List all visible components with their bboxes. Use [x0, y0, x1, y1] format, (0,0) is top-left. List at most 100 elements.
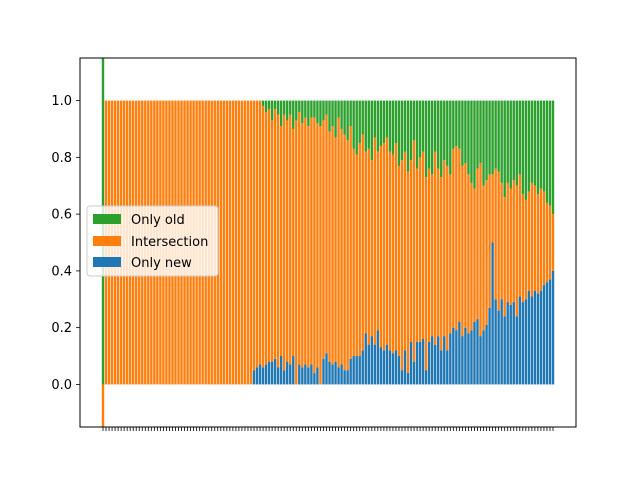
- bar-intersection: [279, 126, 283, 357]
- bar-only-new: [322, 358, 325, 385]
- bar-intersection: [237, 100, 241, 385]
- bar-intersection: [479, 163, 482, 337]
- bar-only-new: [310, 364, 313, 385]
- bar-only-new: [379, 347, 383, 385]
- bar-only-old: [418, 100, 422, 158]
- bar-only-new: [518, 296, 521, 385]
- bar-only-new: [452, 327, 455, 385]
- bar-only-new: [273, 358, 277, 385]
- bar-intersection: [536, 194, 540, 294]
- legend-label-only-new: Only new: [131, 256, 192, 271]
- bar-intersection: [313, 117, 316, 374]
- bar-intersection: [319, 126, 322, 385]
- bar-only-old: [261, 100, 265, 107]
- bar-only-new: [415, 341, 419, 385]
- bar-only-old: [551, 100, 555, 215]
- bar-only-new: [494, 299, 497, 385]
- bar-only-new: [328, 361, 331, 385]
- bar-intersection: [346, 140, 349, 371]
- bar-intersection: [394, 143, 398, 351]
- bar-intersection: [388, 151, 392, 351]
- bar-only-new: [542, 285, 546, 385]
- bar-only-old: [443, 100, 446, 161]
- bar-only-new: [424, 370, 428, 385]
- bar-only-new: [270, 361, 274, 385]
- bar-only-old: [542, 100, 546, 192]
- bar-only-old: [427, 100, 431, 169]
- bar-intersection: [530, 182, 534, 297]
- bar-intersection: [515, 185, 518, 317]
- bar-only-new: [340, 364, 343, 385]
- y-tick-label: 0.0: [51, 378, 72, 393]
- bar-intersection: [424, 177, 428, 371]
- bar-only-new: [434, 344, 437, 385]
- bar-only-old: [340, 100, 343, 129]
- bar-only-old: [276, 100, 280, 115]
- bar-intersection: [509, 188, 512, 305]
- bar-only-old: [391, 100, 395, 155]
- bar-only-new: [403, 350, 407, 385]
- bar-only-new: [334, 361, 337, 385]
- bar-intersection: [470, 182, 473, 331]
- bar-intersection: [373, 137, 377, 345]
- bar-only-new: [482, 330, 485, 385]
- bar-only-old: [394, 100, 398, 144]
- bar-only-new: [427, 341, 431, 385]
- bar-only-old: [415, 100, 419, 169]
- bar-intersection: [310, 117, 313, 365]
- bar-only-new: [385, 344, 389, 385]
- bar-only-old: [319, 100, 322, 127]
- bar-only-old: [491, 100, 494, 175]
- bar-intersection: [461, 165, 464, 337]
- bar-only-old: [385, 100, 389, 138]
- bar-only-old: [437, 100, 440, 169]
- bar-only-old: [334, 100, 337, 138]
- bar-only-old: [355, 100, 358, 155]
- bar-intersection: [349, 126, 352, 359]
- bar-only-new: [394, 350, 398, 385]
- bar-only-old: [370, 100, 373, 161]
- bar-intersection: [512, 180, 515, 303]
- bar-intersection: [455, 145, 458, 331]
- bar-only-new: [276, 367, 280, 385]
- bar-only-old: [101, 58, 105, 101]
- bar-intersection: [370, 160, 373, 337]
- bar-intersection: [403, 151, 407, 351]
- bar-intersection: [467, 174, 470, 334]
- bar-intersection: [340, 128, 343, 365]
- bar-only-old: [476, 100, 479, 169]
- bar-only-new: [476, 319, 479, 385]
- bar-only-old: [367, 100, 370, 149]
- y-tick-label: 0.6: [51, 208, 72, 223]
- bar-only-new: [491, 242, 494, 385]
- bar-intersection: [240, 100, 244, 385]
- bar-only-old: [403, 100, 407, 152]
- bar-only-new: [358, 356, 361, 385]
- bar-only-old: [452, 100, 455, 149]
- bar-intersection: [258, 100, 262, 365]
- bar-only-new: [430, 336, 434, 385]
- bar-only-new: [286, 361, 289, 385]
- bar-only-new: [292, 356, 295, 385]
- bar-only-old: [497, 100, 500, 172]
- bar-only-new: [346, 370, 349, 385]
- bar-only-new: [443, 336, 446, 385]
- bar-only-new: [421, 339, 425, 385]
- bar-intersection: [449, 174, 452, 334]
- bar-only-new: [352, 356, 355, 385]
- bar-only-old: [449, 100, 452, 175]
- y-tick-label: 0.8: [51, 151, 72, 166]
- bar-only-old: [467, 100, 470, 175]
- bar-only-old: [430, 100, 434, 175]
- bar-only-old: [279, 100, 283, 127]
- bar-only-old: [455, 100, 458, 146]
- bar-intersection: [255, 100, 259, 368]
- bar-only-new: [551, 270, 555, 385]
- bar-intersection: [500, 182, 503, 300]
- bar-intersection: [545, 202, 549, 283]
- bar-intersection: [273, 109, 277, 359]
- bar-only-old: [328, 100, 331, 132]
- bar-intersection: [412, 140, 416, 362]
- bar-only-old: [376, 100, 380, 152]
- legend-label-only-old: Only old: [131, 213, 185, 228]
